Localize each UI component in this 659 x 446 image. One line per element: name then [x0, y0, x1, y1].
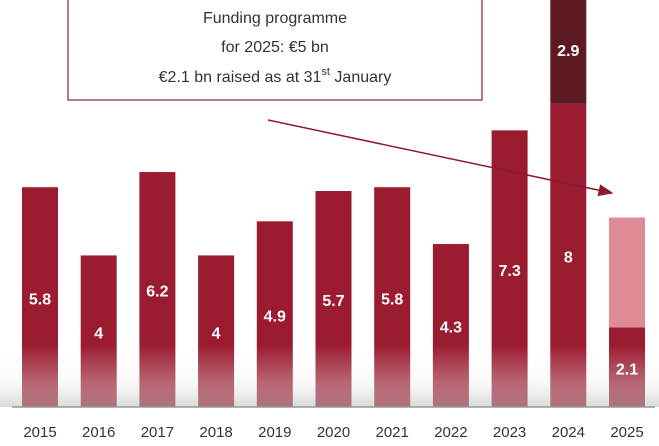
- x-tick-label: 2018: [199, 424, 232, 441]
- data-label: 2.1: [616, 361, 638, 378]
- annotation-line: for 2025: €5 bn: [221, 39, 329, 56]
- annotation-box: [67, 0, 483, 101]
- annotation-superscript: st: [321, 66, 330, 78]
- x-tick-label: 2015: [23, 424, 56, 441]
- x-tick-label: 2020: [317, 424, 350, 441]
- data-label: 2.9: [557, 43, 579, 60]
- data-label: 6.2: [146, 284, 168, 301]
- annotation-text: €2.1 bn raised as at 31: [159, 69, 322, 86]
- data-label: 5.8: [29, 291, 51, 308]
- data-label: 4.3: [440, 320, 462, 337]
- x-tick-label: 2016: [82, 424, 115, 441]
- annotation-line: €2.1 bn raised as at 31st January: [159, 66, 392, 86]
- data-label: 4: [94, 325, 103, 342]
- data-label: 4.9: [264, 308, 286, 325]
- data-label: 8: [564, 250, 573, 267]
- bar-segment: [550, 0, 587, 104]
- data-label: 7.3: [498, 263, 520, 280]
- annotation-text: January: [330, 69, 391, 86]
- bar-segment: [609, 217, 645, 328]
- x-tick-label: 2025: [610, 424, 643, 441]
- annotation-arrow: [267, 119, 614, 197]
- labels: 2015 5.8 2016 4 2017 6.2 2018 4 2019 4.9 2020 5.7 20…: [23, 43, 643, 441]
- x-tick-label: 2024: [552, 424, 585, 441]
- x-tick-label: 2017: [141, 424, 174, 441]
- x-tick-label: 2019: [258, 424, 291, 441]
- data-label: 4: [212, 325, 221, 342]
- data-label: 5.7: [322, 293, 344, 310]
- annotation-line: Funding programme: [203, 10, 347, 27]
- x-tick-label: 2023: [493, 424, 526, 441]
- x-tick-label: 2022: [434, 424, 467, 441]
- reflection: [0, 345, 659, 407]
- x-tick-label: 2021: [376, 424, 409, 441]
- data-label: 5.8: [381, 291, 403, 308]
